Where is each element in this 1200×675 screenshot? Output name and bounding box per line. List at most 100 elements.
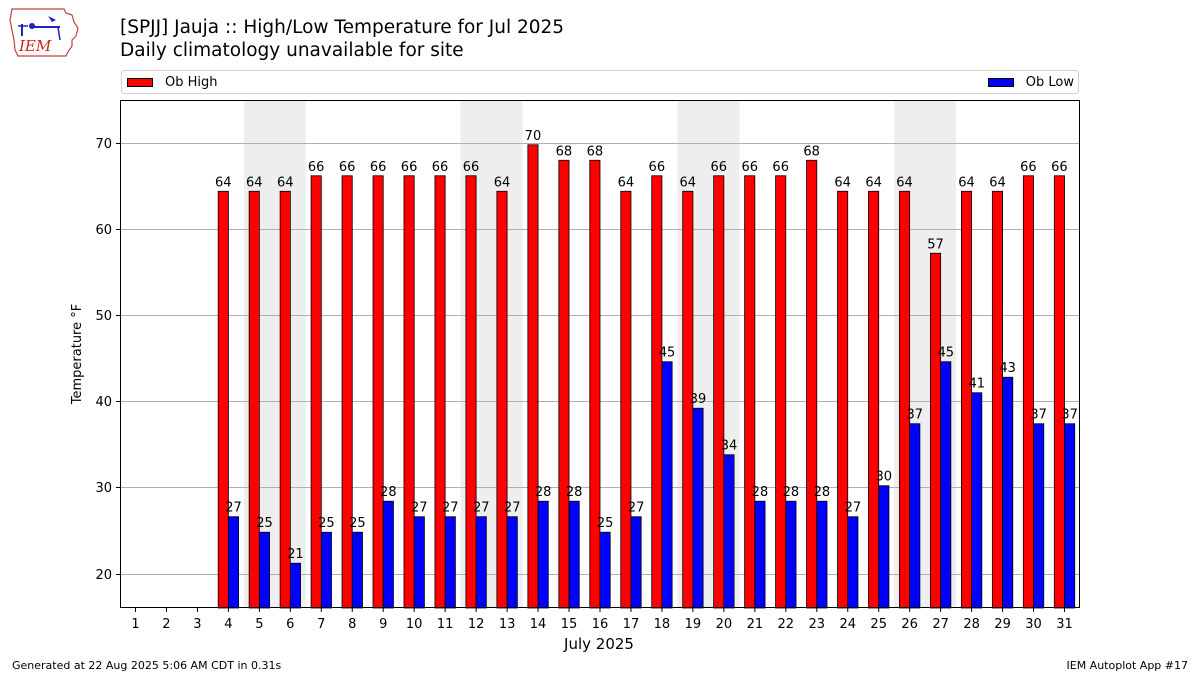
- x-tick-label-25: 25: [870, 617, 887, 632]
- legend-label-ob-high: Ob High: [165, 75, 218, 90]
- bar-ob-low-26: [909, 423, 921, 609]
- bar-ob-low-31: [1064, 423, 1076, 609]
- data-label-ob-low-12: 27: [473, 501, 490, 516]
- bar-ob-high-10: [403, 175, 415, 609]
- data-label-ob-low-14: 28: [535, 485, 552, 500]
- data-label-ob-high-26: 64: [896, 175, 913, 190]
- data-label-ob-high-5: 64: [246, 175, 263, 190]
- bar-ob-high-25: [868, 190, 880, 609]
- x-tick-label-31: 31: [1056, 617, 1073, 632]
- y-tick-label-30: 30: [95, 481, 112, 496]
- x-tick-label-9: 9: [379, 617, 387, 632]
- bar-ob-low-10: [413, 516, 425, 609]
- data-label-ob-high-20: 66: [710, 160, 727, 175]
- x-tick-label-29: 29: [994, 617, 1011, 632]
- data-label-ob-low-21: 28: [752, 485, 769, 500]
- x-axis-label: July 2025: [563, 635, 634, 653]
- bar-ob-low-17: [630, 516, 642, 609]
- x-tick-label-11: 11: [437, 617, 454, 632]
- x-tick-label-6: 6: [286, 617, 294, 632]
- bar-ob-high-14: [527, 144, 539, 609]
- bar-ob-high-22: [775, 175, 787, 609]
- x-tick-label-30: 30: [1025, 617, 1042, 632]
- x-tick-label-16: 16: [592, 617, 609, 632]
- x-tick-label-24: 24: [839, 617, 856, 632]
- data-label-ob-high-31: 66: [1051, 160, 1068, 175]
- bar-ob-high-26: [899, 190, 911, 609]
- data-label-ob-low-24: 27: [845, 501, 862, 516]
- data-label-ob-high-8: 66: [339, 160, 356, 175]
- x-tick-label-26: 26: [901, 617, 918, 632]
- legend-swatch-ob-high: [127, 78, 153, 87]
- data-label-ob-high-17: 64: [618, 175, 635, 190]
- bar-ob-high-9: [372, 175, 384, 609]
- data-label-ob-high-27: 57: [927, 237, 944, 252]
- bar-ob-high-5: [248, 190, 260, 609]
- bar-ob-high-29: [991, 190, 1003, 609]
- bar-ob-low-9: [382, 500, 394, 609]
- data-label-ob-low-22: 28: [783, 485, 800, 500]
- data-label-ob-high-22: 66: [772, 160, 789, 175]
- bar-ob-low-29: [1002, 376, 1014, 609]
- bar-ob-low-8: [351, 531, 363, 609]
- data-label-ob-high-13: 64: [494, 175, 511, 190]
- data-label-ob-low-25: 30: [876, 470, 893, 485]
- x-tick-label-5: 5: [255, 617, 263, 632]
- footer-app: IEM Autoplot App #17: [1066, 659, 1189, 672]
- x-tick-label-4: 4: [224, 617, 232, 632]
- bar-ob-low-20: [723, 454, 735, 609]
- y-tick-label-50: 50: [95, 309, 112, 324]
- x-tick-label-7: 7: [317, 617, 325, 632]
- bar-ob-low-15: [568, 500, 580, 609]
- data-label-ob-high-10: 66: [401, 160, 418, 175]
- bar-ob-high-13: [496, 190, 508, 609]
- chart-title: [SPJJ] Jauja :: High/Low Temperature for…: [120, 17, 565, 38]
- bar-ob-high-20: [713, 175, 725, 609]
- bar-ob-high-23: [806, 159, 818, 609]
- data-label-ob-low-8: 25: [349, 516, 366, 531]
- bar-ob-low-18: [661, 361, 673, 609]
- data-label-ob-low-5: 25: [256, 516, 273, 531]
- data-label-ob-high-30: 66: [1020, 160, 1037, 175]
- chart-legend: Ob High Ob Low: [121, 70, 1079, 94]
- data-label-ob-low-9: 28: [380, 485, 397, 500]
- bar-ob-low-28: [971, 392, 983, 609]
- data-label-ob-low-19: 39: [690, 392, 707, 407]
- bar-ob-low-25: [878, 485, 890, 609]
- x-tick-label-2: 2: [162, 617, 170, 632]
- x-tick-label-10: 10: [406, 617, 423, 632]
- bar-ob-high-18: [651, 175, 663, 609]
- x-tick-label-18: 18: [654, 617, 671, 632]
- svg-text:IEM: IEM: [18, 37, 52, 55]
- x-tick-label-8: 8: [348, 617, 356, 632]
- data-label-ob-high-7: 66: [308, 160, 325, 175]
- data-label-ob-high-29: 64: [989, 175, 1006, 190]
- data-label-ob-low-28: 41: [968, 377, 985, 392]
- data-label-ob-high-18: 66: [649, 160, 666, 175]
- data-label-ob-low-31: 37: [1061, 408, 1078, 423]
- data-label-ob-high-24: 64: [834, 175, 851, 190]
- x-tick-label-22: 22: [778, 617, 795, 632]
- data-label-ob-low-17: 27: [628, 501, 645, 516]
- bar-ob-high-24: [837, 190, 849, 609]
- x-tick-label-19: 19: [685, 617, 702, 632]
- data-label-ob-low-23: 28: [814, 485, 831, 500]
- x-tick-label-1: 1: [131, 617, 139, 632]
- data-label-ob-low-7: 25: [318, 516, 335, 531]
- data-label-ob-high-11: 66: [432, 160, 449, 175]
- bar-ob-low-12: [475, 516, 487, 609]
- bar-ob-low-16: [599, 531, 611, 609]
- bar-ob-low-24: [847, 516, 859, 609]
- legend-item-ob-high: Ob High: [127, 75, 218, 90]
- data-label-ob-high-6: 64: [277, 175, 294, 190]
- data-label-ob-high-16: 68: [587, 144, 604, 159]
- bar-ob-high-31: [1053, 175, 1065, 609]
- bar-ob-high-15: [558, 159, 570, 609]
- bar-ob-low-4: [227, 516, 240, 609]
- data-label-ob-high-4: 64: [215, 175, 232, 190]
- legend-item-ob-low: Ob Low: [987, 75, 1074, 90]
- data-label-ob-low-18: 45: [659, 346, 676, 361]
- data-label-ob-high-28: 64: [958, 175, 975, 190]
- bar-ob-high-4: [217, 190, 229, 609]
